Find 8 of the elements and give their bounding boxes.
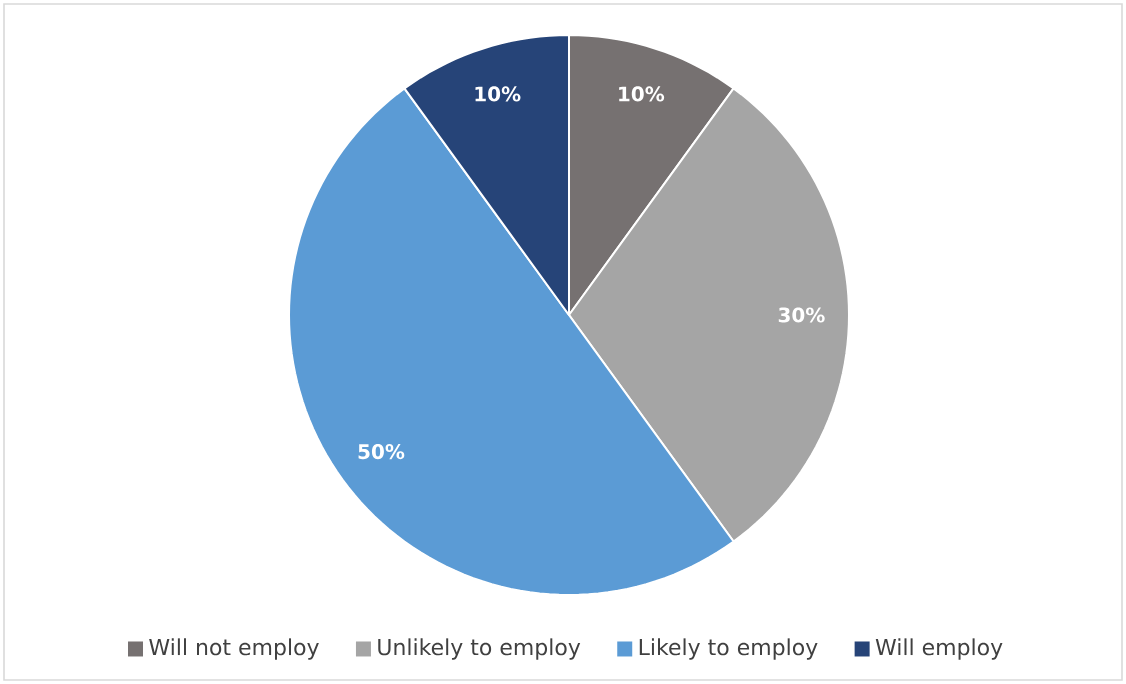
data-label: 10% — [619, 86, 665, 102]
data-label: 50% — [358, 444, 405, 460]
data-label: 10% — [475, 86, 521, 102]
legend-label: Likely to employ — [639, 638, 818, 660]
data-label: 30% — [778, 307, 825, 323]
legend-label: Unlikely to employ — [378, 638, 581, 660]
legend-label: Will not employ — [149, 638, 319, 660]
legend-label: Will employ — [875, 638, 1003, 660]
